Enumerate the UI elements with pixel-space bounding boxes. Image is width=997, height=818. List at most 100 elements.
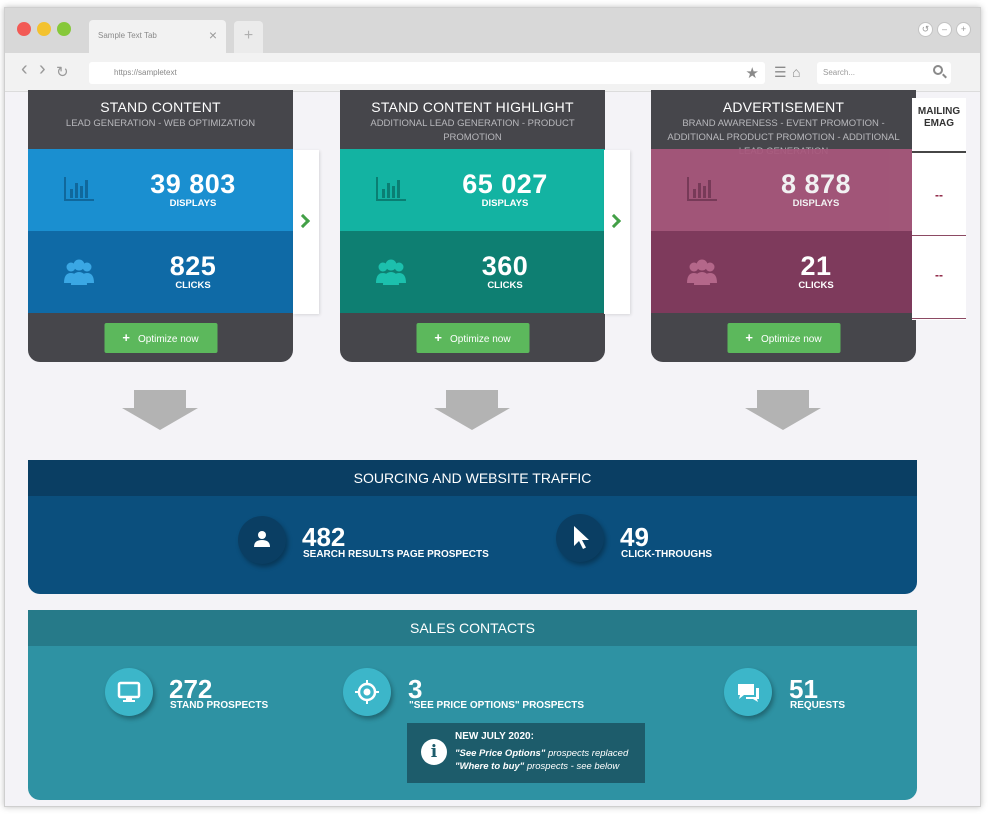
add-circle-icon[interactable]: + bbox=[956, 22, 971, 37]
card-header: STAND CONTENT LEAD GENERATION - WEB OPTI… bbox=[28, 90, 293, 149]
stand-prospects-label: STAND PROSPECTS bbox=[170, 700, 269, 711]
refresh-circle-icon[interactable]: ↺ bbox=[918, 22, 933, 37]
info-line-1-bold: "See Price Options" bbox=[455, 748, 546, 759]
card-subtitle: LEAD GENERATION - WEB OPTIMIZATION bbox=[65, 118, 256, 129]
info-line-1-text: prospects replaced bbox=[545, 748, 629, 759]
home-icon[interactable]: ⌂ bbox=[792, 64, 801, 80]
reload-icon[interactable]: ↻ bbox=[56, 64, 69, 81]
back-icon[interactable]: ‹ bbox=[21, 58, 28, 80]
emag-separator bbox=[912, 318, 966, 319]
emag-title-line1: MAILING bbox=[917, 106, 961, 117]
card-title: ADVERTISEMENT bbox=[722, 99, 845, 115]
advertisement-card: ADVERTISEMENT BRAND AWARENESS - EVENT PR… bbox=[651, 90, 916, 362]
tab-title: Sample Text Tab bbox=[98, 31, 157, 40]
info-icon: i bbox=[421, 739, 447, 765]
chevron-right-icon[interactable] bbox=[606, 213, 622, 229]
optimize-now-button[interactable]: + Optimize now bbox=[727, 323, 840, 353]
clicks-label: CLICKS bbox=[798, 280, 834, 291]
clickthroughs-value: 49 bbox=[620, 522, 649, 552]
clickthroughs-label: CLICK-THROUGHS bbox=[621, 549, 713, 560]
section-title: SALES CONTACTS bbox=[28, 610, 917, 646]
info-line-2-text: prospects - see below bbox=[524, 761, 620, 772]
browser-tab[interactable]: Sample Text Tab × bbox=[89, 20, 226, 53]
browser-toolbar: ‹ › ↻ https://sampletext ★ ☰ ⌂ Search... bbox=[5, 53, 980, 92]
close-window-dot[interactable] bbox=[17, 22, 31, 36]
url-text: https://sampletext bbox=[114, 68, 177, 77]
maximize-window-dot[interactable] bbox=[57, 22, 71, 36]
down-arrow-icon bbox=[745, 390, 821, 430]
mailing-emag-card: MAILING EMAG -- -- bbox=[912, 98, 966, 320]
minimize-icon[interactable]: – bbox=[937, 22, 952, 37]
stand-prospects-value: 272 bbox=[169, 674, 213, 704]
emag-clicks-value: -- bbox=[935, 268, 943, 282]
users-icon bbox=[687, 259, 717, 285]
displays-value: 8 878 bbox=[780, 169, 852, 199]
emag-displays-value: -- bbox=[935, 188, 943, 202]
star-icon[interactable]: ★ bbox=[745, 65, 759, 82]
users-icon bbox=[376, 259, 406, 285]
search-icon[interactable] bbox=[933, 65, 943, 75]
optimize-now-button[interactable]: + Optimize now bbox=[416, 323, 529, 353]
displays-metric: 8 878 DISPLAYS bbox=[651, 149, 916, 231]
bar-chart-icon bbox=[64, 177, 94, 201]
clicks-value: 360 bbox=[481, 251, 529, 281]
search-input[interactable]: Search... bbox=[817, 62, 951, 84]
plus-icon: + bbox=[122, 330, 130, 345]
requests-label: REQUESTS bbox=[790, 700, 846, 711]
card-header: STAND CONTENT HIGHLIGHT ADDITIONAL LEAD … bbox=[340, 90, 605, 149]
user-icon bbox=[238, 516, 286, 564]
clicks-metric: 360 CLICKS bbox=[340, 231, 605, 313]
sourcing-traffic-section: SOURCING AND WEBSITE TRAFFIC 482 SEARCH … bbox=[28, 460, 917, 594]
address-bar[interactable]: https://sampletext ★ bbox=[89, 62, 765, 84]
displays-value: 65 027 bbox=[462, 169, 548, 199]
optimize-label: Optimize now bbox=[450, 334, 511, 345]
plus-icon: + bbox=[745, 330, 753, 345]
next-panel-1[interactable] bbox=[293, 150, 319, 314]
displays-value: 39 803 bbox=[150, 169, 236, 199]
menu-icon[interactable]: ☰ bbox=[774, 64, 787, 80]
down-arrow-icon bbox=[122, 390, 198, 430]
target-icon bbox=[343, 668, 391, 716]
optimize-now-button[interactable]: + Optimize now bbox=[104, 323, 217, 353]
clicks-metric: 825 CLICKS bbox=[28, 231, 293, 313]
card-title: STAND CONTENT HIGHLIGHT bbox=[371, 99, 574, 115]
emag-title-line2: EMAG bbox=[924, 118, 954, 129]
info-title: NEW JULY 2020: bbox=[455, 731, 534, 742]
users-icon bbox=[64, 259, 94, 285]
info-notice: i NEW JULY 2020: "See Price Options" pro… bbox=[407, 723, 645, 783]
emag-separator bbox=[912, 235, 966, 236]
card-subtitle: ADDITIONAL LEAD GENERATION - PRODUCT PRO… bbox=[370, 118, 575, 143]
bar-chart-icon bbox=[376, 177, 406, 201]
forward-icon[interactable]: › bbox=[39, 58, 46, 80]
chevron-right-icon[interactable] bbox=[295, 213, 311, 229]
next-panel-2[interactable] bbox=[604, 150, 630, 314]
optimize-label: Optimize now bbox=[761, 334, 822, 345]
card-title: STAND CONTENT bbox=[100, 99, 221, 115]
bar-chart-icon bbox=[687, 177, 717, 201]
info-line-2: "Where to buy" prospects - see below bbox=[455, 761, 619, 772]
clicks-metric: 21 CLICKS bbox=[651, 231, 916, 313]
info-line-2-bold: "Where to buy" bbox=[455, 761, 525, 772]
cursor-icon bbox=[556, 514, 604, 562]
displays-metric: 65 027 DISPLAYS bbox=[340, 149, 605, 231]
optimize-label: Optimize now bbox=[138, 334, 199, 345]
prospects-value: 482 bbox=[302, 522, 346, 552]
displays-label: DISPLAYS bbox=[169, 198, 217, 209]
new-tab-button[interactable]: + bbox=[234, 21, 263, 53]
plus-icon: + bbox=[434, 330, 442, 345]
clicks-label: CLICKS bbox=[487, 280, 523, 291]
emag-divider bbox=[912, 151, 966, 153]
search-placeholder: Search... bbox=[823, 68, 856, 77]
card-header: ADVERTISEMENT BRAND AWARENESS - EVENT PR… bbox=[651, 90, 916, 157]
sales-contacts-section: SALES CONTACTS 272 STAND PROSPECTS 3 "SE… bbox=[28, 610, 917, 800]
prospects-label: SEARCH RESULTS PAGE PROSPECTS bbox=[303, 549, 489, 560]
emag-title: MAILING EMAG bbox=[912, 106, 966, 130]
stand-content-highlight-card: STAND CONTENT HIGHLIGHT ADDITIONAL LEAD … bbox=[340, 90, 605, 362]
requests-value: 51 bbox=[789, 674, 818, 704]
info-line-1: "See Price Options" prospects replaced bbox=[455, 748, 628, 759]
price-options-label: "SEE PRICE OPTIONS" PROSPECTS bbox=[409, 700, 585, 711]
clicks-label: CLICKS bbox=[175, 280, 211, 291]
close-icon[interactable]: × bbox=[208, 27, 217, 43]
chat-icon bbox=[724, 668, 772, 716]
minimize-window-dot[interactable] bbox=[37, 22, 51, 36]
